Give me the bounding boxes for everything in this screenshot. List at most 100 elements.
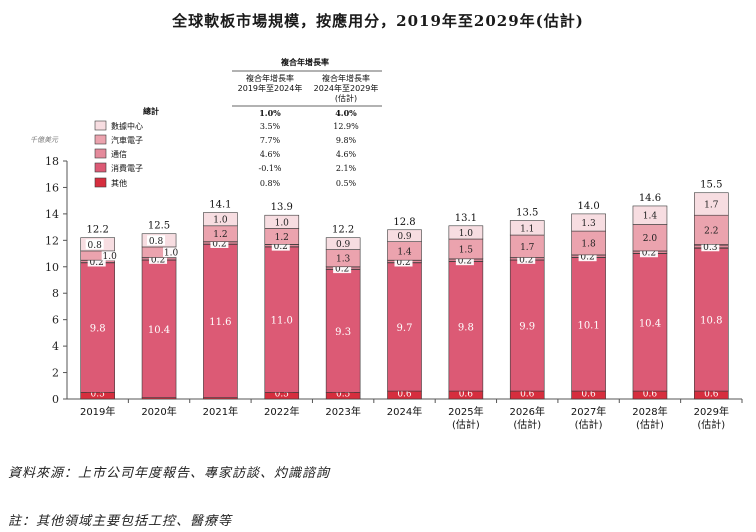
total-label: 15.5 [700, 180, 722, 191]
cagr-value-2: 0.5% [336, 179, 357, 188]
data-label: 10.8 [700, 316, 722, 327]
data-label: 1.0 [459, 229, 474, 239]
y-tick-label: 2 [52, 367, 59, 380]
other-label-box [700, 389, 723, 398]
cagr-value-2: 4.0% [335, 108, 357, 118]
x-tick-label: 2025年 [448, 405, 483, 418]
cagr-table: 複合年增長率複合年增長率2019年至2024年複合年增長率2024年至2029年… [94, 57, 382, 188]
bar-segment-4 [632, 205, 668, 225]
x-tick-sublabel: (估計) [697, 418, 725, 431]
data-label: 1.1 [520, 224, 534, 234]
data-label: 2.2 [704, 226, 718, 236]
data-label: 9.7 [397, 323, 413, 334]
other-label-box [577, 389, 600, 398]
y-tick-label: 12 [45, 234, 59, 247]
footnote: 註：其他領域主要包括工控、醫療等 [8, 514, 233, 529]
legend-total-label: 總計 [143, 106, 159, 116]
chart-title: 全球軟板市場規模，按應用分，2019年至2029年(估計) [172, 12, 584, 30]
bar-segment-1 [694, 247, 729, 392]
bar-segment-1 [571, 257, 606, 392]
cagr-value-1: 3.5% [260, 122, 281, 131]
y-tick-label: 10 [45, 261, 59, 274]
data-label: 1.0 [103, 252, 118, 262]
telecom-label-box [455, 255, 474, 266]
total-label: 14.1 [209, 200, 231, 211]
telecom-label-box [271, 240, 290, 251]
data-label: 10.4 [639, 318, 661, 329]
data-label: 1.7 [520, 243, 535, 253]
data-label: 1.4 [643, 212, 658, 222]
x-tick-label: 2026年 [510, 405, 545, 418]
y-tick-label: 16 [45, 181, 59, 194]
x-tick-label: 2029年 [694, 405, 729, 418]
y-axis-unit-label: 千億美元 [30, 136, 59, 144]
data-label: 0.9 [336, 240, 351, 250]
cagr-header: 複合年增長率 [280, 57, 329, 67]
data-label: 0.8 [88, 241, 103, 251]
stacked-bar-chart: 0 2 4 6 8 10 12 14 16 18 千億美元 2019年 2020年 2021年 2022年 2… [30, 57, 743, 431]
data-label: 9.8 [458, 322, 474, 333]
data-label: 10.1 [577, 320, 599, 331]
data-label: 1.4 [397, 247, 412, 257]
y-tick-label: 6 [52, 314, 59, 327]
x-tick-sublabel: (估計) [636, 418, 664, 431]
cagr-col1-header: 複合年增長率 [246, 73, 294, 83]
x-tick-label: 2019年 [80, 405, 115, 418]
cagr-value-2: 4.6% [336, 150, 357, 159]
telecom-label-box [701, 241, 720, 252]
cagr-value-1: -0.1% [258, 164, 281, 173]
legend-label: 通信 [111, 149, 127, 159]
bar-segment-4 [571, 213, 606, 232]
bar-segment-1 [387, 262, 422, 392]
cagr-value-2: 2.1% [336, 164, 357, 173]
total-label: 13.5 [516, 208, 538, 219]
data-label: 0.5 [336, 390, 351, 400]
telecom-label-box [578, 251, 597, 262]
telecom-label-box [333, 263, 352, 274]
data-label: 0.2 [90, 258, 104, 268]
legend-swatch [94, 148, 107, 159]
legend-label: 數據中心 [111, 121, 143, 131]
total-label: 12.2 [87, 225, 109, 236]
data-label: 0.6 [643, 390, 658, 400]
bar-segment-4 [264, 214, 300, 229]
y-tick-label: 4 [52, 340, 59, 353]
other-label-box [332, 389, 355, 398]
bar-segment-1 [448, 261, 484, 392]
data-label: 1.2 [213, 230, 227, 240]
bar-segment-1 [141, 259, 177, 398]
data-label: 0.6 [704, 390, 719, 400]
data-label: 0.2 [580, 253, 594, 263]
data-label: 9.3 [335, 327, 351, 338]
data-label: 1.5 [459, 245, 474, 255]
bar-segment-1 [264, 246, 300, 393]
total-label: 14.6 [639, 193, 661, 204]
cagr-value-1: 7.7% [260, 136, 281, 145]
data-label: 0.2 [519, 255, 533, 265]
data-label: 0.6 [397, 390, 412, 400]
x-tick-label: 2021年 [203, 405, 238, 418]
x-tick-label: 2024年 [387, 405, 422, 418]
data-label: 9.8 [90, 324, 106, 335]
data-label: 0.5 [275, 390, 290, 400]
bar-segment-4 [325, 237, 361, 250]
cagr-col2-header: 2024年至2029年 [314, 83, 379, 93]
data-label: 0.2 [274, 242, 288, 252]
legend-swatch [94, 177, 107, 188]
telecom-label-box [639, 247, 658, 258]
data-label: 0.5 [91, 390, 106, 400]
legend-swatch [94, 120, 107, 131]
bar-segment-4 [694, 192, 729, 216]
data-label: 0.2 [458, 257, 472, 267]
other-label-box [86, 389, 109, 398]
data-label: 11.0 [271, 316, 293, 327]
y-tick-label: 8 [52, 287, 59, 300]
cagr-col1-header: 2019年至2024年 [238, 83, 303, 93]
data-label: 0.8 [149, 237, 164, 247]
dc-label-box [85, 239, 104, 250]
auto-label-box [163, 247, 180, 258]
bar-segment-1 [325, 269, 361, 393]
bars: 0.59.80.21.00.812.20.110.40.21.00.812.50… [80, 180, 729, 400]
cagr-col2-header: 複合年增長率 [322, 73, 370, 83]
source-note: 資料來源：上市公司年度報告、專家訪談、灼識諮詢 [8, 466, 331, 481]
